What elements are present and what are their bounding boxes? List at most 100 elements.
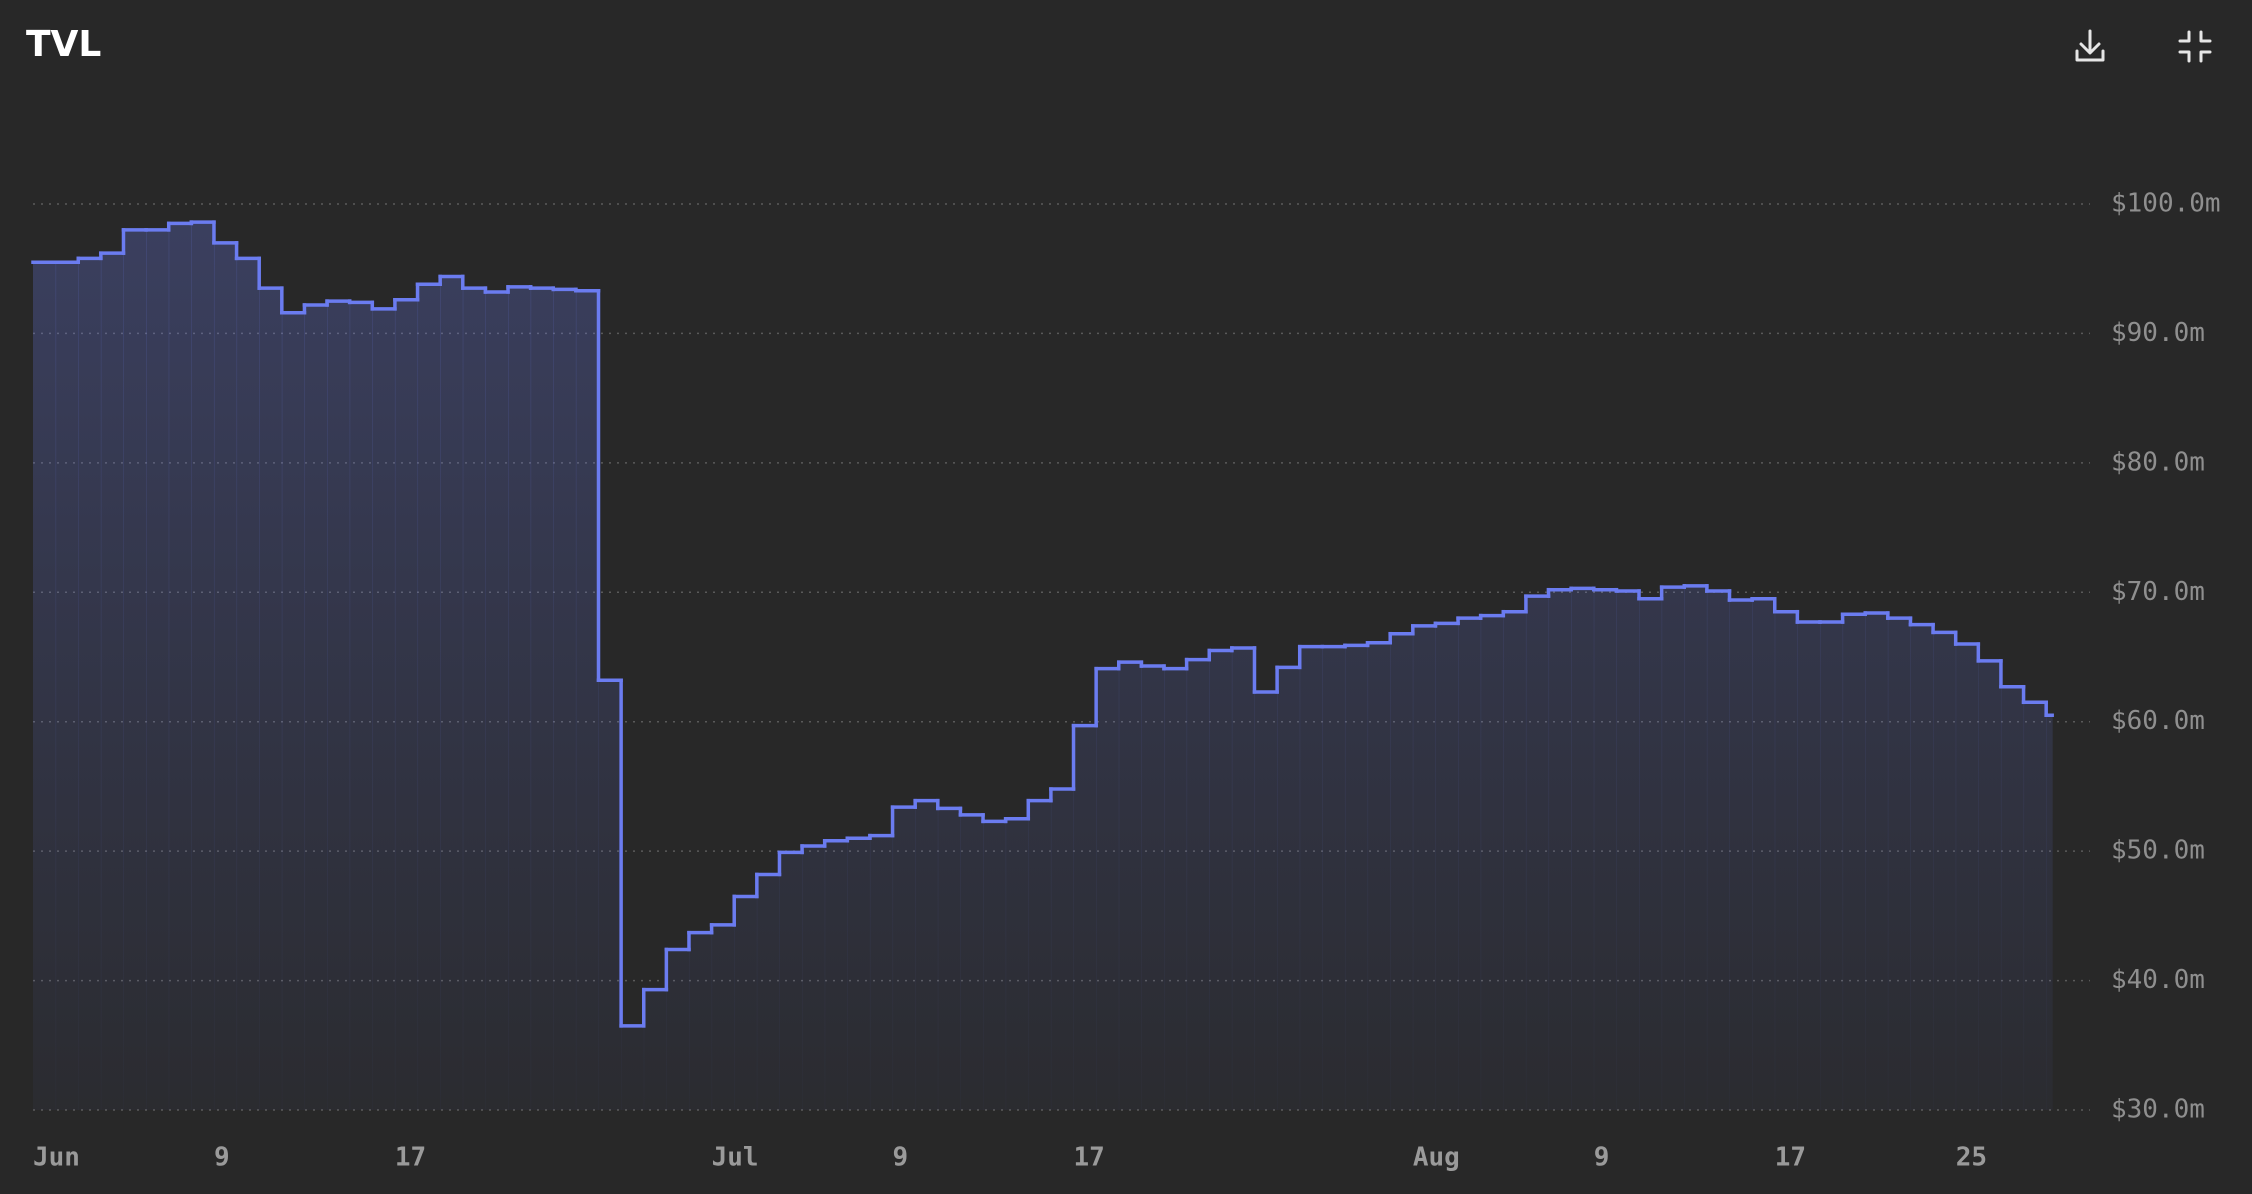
area-step	[1774, 611, 1798, 1110]
area-step	[33, 262, 57, 1110]
area-step	[1503, 611, 1527, 1110]
area-step	[1910, 624, 1934, 1110]
y-tick-label: $100.0m	[2111, 189, 2221, 219]
x-tick-label: Jul	[712, 1143, 759, 1173]
area-step	[1480, 615, 1504, 1110]
area-step	[1978, 660, 2002, 1110]
area-step	[892, 807, 916, 1110]
area-step	[598, 680, 622, 1110]
area-step	[236, 258, 260, 1110]
y-tick-label: $60.0m	[2111, 706, 2205, 736]
area-step	[643, 989, 667, 1110]
area-step	[1819, 622, 1844, 1110]
x-tick-label: 25	[1956, 1143, 1987, 1173]
area-step	[553, 289, 577, 1110]
area-step	[711, 924, 735, 1110]
x-tick-label: 17	[1074, 1143, 1105, 1173]
area-step	[1050, 789, 1075, 1110]
area-step	[1842, 614, 1866, 1110]
area-step	[394, 299, 419, 1111]
area-step	[915, 800, 939, 1110]
area-step	[508, 286, 532, 1110]
area-step	[937, 808, 961, 1110]
x-tick-label: 9	[214, 1143, 230, 1173]
area-step	[304, 304, 328, 1110]
y-tick-label: $80.0m	[2111, 447, 2205, 477]
area-step	[1616, 590, 1640, 1110]
area-step	[1231, 647, 1255, 1110]
area-step	[1141, 666, 1165, 1110]
area-step	[847, 838, 871, 1110]
area-step	[78, 258, 102, 1110]
area-step	[349, 302, 373, 1110]
collapse-button[interactable]	[2177, 28, 2213, 64]
area-step	[1390, 633, 1414, 1110]
area-step	[1322, 646, 1346, 1110]
area-step	[2023, 702, 2047, 1110]
collapse-icon[interactable]	[2178, 30, 2212, 63]
area-step	[168, 223, 192, 1110]
chart-title: TVL	[26, 24, 101, 65]
area-step	[824, 840, 848, 1110]
x-tick-label: 17	[1775, 1143, 1806, 1173]
area-step	[1277, 667, 1301, 1110]
y-tick-label: $70.0m	[2111, 577, 2205, 607]
area-step	[1933, 632, 1957, 1110]
area-step	[1548, 589, 1572, 1110]
area-step	[1299, 646, 1323, 1110]
area-step	[1797, 622, 1821, 1110]
area-step	[372, 308, 396, 1110]
area-step	[1887, 618, 1911, 1110]
area-step	[1865, 612, 1889, 1110]
area-step	[802, 845, 826, 1110]
download-button[interactable]	[2072, 28, 2108, 64]
x-tick-label: 9	[1594, 1143, 1610, 1173]
area-step	[779, 852, 803, 1110]
download-icon[interactable]	[2075, 29, 2105, 62]
area-step	[2046, 715, 2053, 1110]
area-step	[1639, 598, 1663, 1110]
area-step	[55, 262, 79, 1110]
area-step	[100, 253, 124, 1110]
area-step	[1593, 589, 1617, 1110]
area-step	[1118, 662, 1142, 1110]
area-step	[1209, 650, 1233, 1110]
area-step	[1571, 588, 1595, 1110]
area-step	[259, 288, 283, 1111]
y-tick-label: $30.0m	[2111, 1095, 2205, 1125]
area-step	[1412, 625, 1436, 1110]
area-step	[1661, 587, 1685, 1110]
area-step	[1073, 725, 1097, 1110]
area-step	[1729, 600, 1753, 1110]
area-step	[2000, 686, 2025, 1110]
area-step	[123, 229, 147, 1110]
y-tick-label: $90.0m	[2111, 318, 2205, 348]
area-step	[1344, 645, 1369, 1110]
area-step	[530, 288, 554, 1111]
x-tick-label: Aug	[1413, 1143, 1460, 1173]
area-step	[756, 874, 780, 1110]
area-step	[1684, 585, 1708, 1110]
area-step	[1752, 598, 1776, 1110]
area-step	[213, 242, 238, 1111]
area-step	[1435, 623, 1459, 1110]
area-step	[960, 814, 984, 1110]
area-step	[1028, 800, 1052, 1110]
area-step	[462, 288, 486, 1111]
x-tick-label: 17	[395, 1143, 426, 1173]
area-step	[440, 276, 464, 1111]
area-step	[191, 222, 215, 1110]
x-tick-label: 9	[893, 1143, 909, 1173]
area-step	[1096, 668, 1120, 1110]
area-step	[688, 932, 713, 1110]
area-step	[1525, 596, 1550, 1110]
area-step	[575, 290, 599, 1110]
area-step	[983, 821, 1007, 1110]
area-step	[1254, 691, 1278, 1110]
area-step	[485, 292, 509, 1110]
area-step	[734, 896, 758, 1110]
area-step	[666, 949, 690, 1110]
collapse-hit[interactable]	[2177, 28, 2213, 64]
area-step	[869, 835, 894, 1110]
